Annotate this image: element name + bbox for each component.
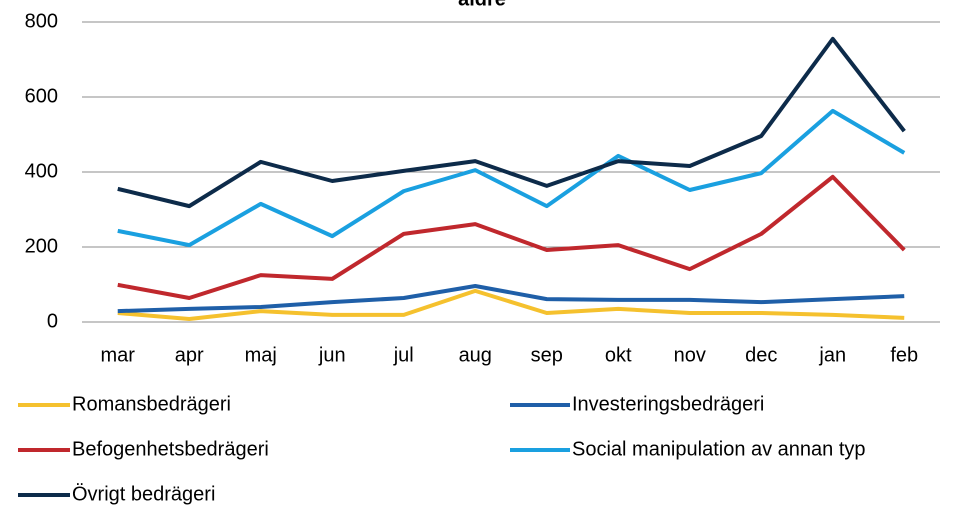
series-line xyxy=(117,174,906,300)
x-tick-label: okt xyxy=(605,344,632,366)
x-tick-label: apr xyxy=(175,344,204,366)
series-line xyxy=(117,108,906,248)
series-line xyxy=(117,288,905,321)
legend-label: Social manipulation av annan typ xyxy=(572,438,866,460)
y-tick-label: 200 xyxy=(25,235,58,257)
x-tick-label: sep xyxy=(531,344,563,366)
y-tick-label: 600 xyxy=(25,85,58,107)
y-tick-label: 400 xyxy=(25,160,58,182)
series-line xyxy=(117,36,906,209)
series-line xyxy=(117,284,905,314)
x-tick-label: dec xyxy=(745,344,777,366)
y-tick-label: 800 xyxy=(25,10,58,32)
y-tick-label: 0 xyxy=(47,310,58,332)
chart-title: äldre xyxy=(458,0,506,10)
x-tick-label: feb xyxy=(890,344,918,366)
x-tick-label: nov xyxy=(674,344,706,366)
x-tick-label: jan xyxy=(818,344,846,366)
x-tick-label: jun xyxy=(318,344,346,366)
legend-label: Övrigt bedrägeri xyxy=(72,483,215,505)
legend-label: Befogenhetsbedrägeri xyxy=(72,438,269,460)
x-tick-label: maj xyxy=(245,344,277,366)
legend-label: Romansbedrägeri xyxy=(72,393,231,415)
x-tick-label: mar xyxy=(101,344,136,366)
x-tick-label: jul xyxy=(393,344,414,366)
x-tick-label: aug xyxy=(459,344,492,366)
legend-label: Investeringsbedrägeri xyxy=(572,393,764,415)
